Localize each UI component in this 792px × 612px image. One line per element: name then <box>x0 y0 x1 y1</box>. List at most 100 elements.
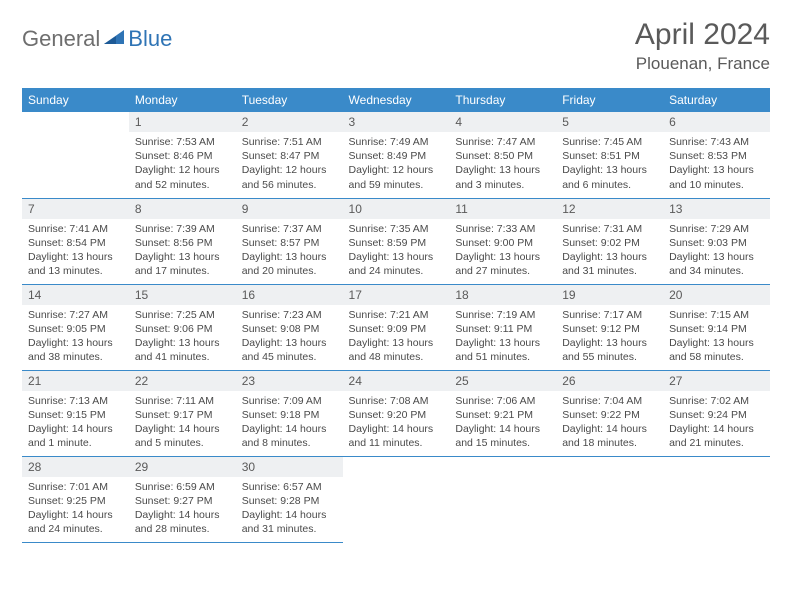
daylight-text: Daylight: 12 hours and 52 minutes. <box>135 163 230 191</box>
calendar-row: 28Sunrise: 7:01 AMSunset: 9:25 PMDayligh… <box>22 456 770 542</box>
sunset-text: Sunset: 9:06 PM <box>135 322 230 336</box>
sunrise-text: Sunrise: 7:15 AM <box>669 308 764 322</box>
day-number: 13 <box>663 199 770 219</box>
sunset-text: Sunset: 8:53 PM <box>669 149 764 163</box>
day-content: Sunrise: 7:06 AMSunset: 9:21 PMDaylight:… <box>449 391 556 456</box>
day-content: Sunrise: 7:11 AMSunset: 9:17 PMDaylight:… <box>129 391 236 456</box>
day-number: 29 <box>129 457 236 477</box>
sunrise-text: Sunrise: 7:08 AM <box>349 394 444 408</box>
weekday-header: Monday <box>129 88 236 112</box>
sunrise-text: Sunrise: 7:35 AM <box>349 222 444 236</box>
sunrise-text: Sunrise: 7:43 AM <box>669 135 764 149</box>
sunrise-text: Sunrise: 7:01 AM <box>28 480 123 494</box>
day-content: Sunrise: 6:59 AMSunset: 9:27 PMDaylight:… <box>129 477 236 542</box>
daylight-text: Daylight: 14 hours and 21 minutes. <box>669 422 764 450</box>
calendar-cell: 20Sunrise: 7:15 AMSunset: 9:14 PMDayligh… <box>663 284 770 370</box>
daylight-text: Daylight: 13 hours and 6 minutes. <box>562 163 657 191</box>
calendar-cell: 19Sunrise: 7:17 AMSunset: 9:12 PMDayligh… <box>556 284 663 370</box>
calendar-cell: 26Sunrise: 7:04 AMSunset: 9:22 PMDayligh… <box>556 370 663 456</box>
calendar-cell: .. <box>343 456 450 542</box>
sunset-text: Sunset: 8:50 PM <box>455 149 550 163</box>
sunrise-text: Sunrise: 7:06 AM <box>455 394 550 408</box>
weekday-header: Tuesday <box>236 88 343 112</box>
daylight-text: Daylight: 14 hours and 24 minutes. <box>28 508 123 536</box>
day-content: Sunrise: 7:43 AMSunset: 8:53 PMDaylight:… <box>663 132 770 197</box>
day-content: Sunrise: 7:37 AMSunset: 8:57 PMDaylight:… <box>236 219 343 284</box>
sunset-text: Sunset: 9:22 PM <box>562 408 657 422</box>
day-content: Sunrise: 7:19 AMSunset: 9:11 PMDaylight:… <box>449 305 556 370</box>
daylight-text: Daylight: 13 hours and 55 minutes. <box>562 336 657 364</box>
daylight-text: Daylight: 13 hours and 27 minutes. <box>455 250 550 278</box>
day-content: Sunrise: 6:57 AMSunset: 9:28 PMDaylight:… <box>236 477 343 542</box>
day-number: 17 <box>343 285 450 305</box>
sunrise-text: Sunrise: 7:49 AM <box>349 135 444 149</box>
day-number: 27 <box>663 371 770 391</box>
day-number: 11 <box>449 199 556 219</box>
calendar-cell: 28Sunrise: 7:01 AMSunset: 9:25 PMDayligh… <box>22 456 129 542</box>
calendar-cell: 18Sunrise: 7:19 AMSunset: 9:11 PMDayligh… <box>449 284 556 370</box>
day-content: Sunrise: 7:45 AMSunset: 8:51 PMDaylight:… <box>556 132 663 197</box>
daylight-text: Daylight: 14 hours and 8 minutes. <box>242 422 337 450</box>
sunrise-text: Sunrise: 7:45 AM <box>562 135 657 149</box>
day-number: 16 <box>236 285 343 305</box>
brand-part1: General <box>22 26 100 52</box>
day-number: 5 <box>556 112 663 132</box>
calendar-row: ..1Sunrise: 7:53 AMSunset: 8:46 PMDaylig… <box>22 112 770 198</box>
weekday-header: Wednesday <box>343 88 450 112</box>
daylight-text: Daylight: 14 hours and 11 minutes. <box>349 422 444 450</box>
calendar-cell: 29Sunrise: 6:59 AMSunset: 9:27 PMDayligh… <box>129 456 236 542</box>
daylight-text: Daylight: 13 hours and 20 minutes. <box>242 250 337 278</box>
calendar-cell: 10Sunrise: 7:35 AMSunset: 8:59 PMDayligh… <box>343 198 450 284</box>
calendar-cell: 5Sunrise: 7:45 AMSunset: 8:51 PMDaylight… <box>556 112 663 198</box>
calendar-cell: 14 Sunrise: 7:27 AMSunset: 9:05 PMDayligh… <box>22 284 129 370</box>
daylight-text: Daylight: 13 hours and 3 minutes. <box>455 163 550 191</box>
weekday-header: Thursday <box>449 88 556 112</box>
daylight-text: Daylight: 13 hours and 58 minutes. <box>669 336 764 364</box>
calendar-cell: 24Sunrise: 7:08 AMSunset: 9:20 PMDayligh… <box>343 370 450 456</box>
day-content: Sunrise: 7:01 AMSunset: 9:25 PMDaylight:… <box>22 477 129 542</box>
calendar-cell: 8Sunrise: 7:39 AMSunset: 8:56 PMDaylight… <box>129 198 236 284</box>
daylight-text: Daylight: 13 hours and 24 minutes. <box>349 250 444 278</box>
day-number: 22 <box>129 371 236 391</box>
sunset-text: Sunset: 9:08 PM <box>242 322 337 336</box>
day-content: Sunrise: 7:09 AMSunset: 9:18 PMDaylight:… <box>236 391 343 456</box>
weekday-header: Friday <box>556 88 663 112</box>
sunset-text: Sunset: 9:15 PM <box>28 408 123 422</box>
calendar-cell: 4Sunrise: 7:47 AMSunset: 8:50 PMDaylight… <box>449 112 556 198</box>
day-number: 23 <box>236 371 343 391</box>
day-number: 25 <box>449 371 556 391</box>
day-content: Sunrise: 7:23 AMSunset: 9:08 PMDaylight:… <box>236 305 343 370</box>
calendar-cell: .. <box>556 456 663 542</box>
sunrise-text: Sunrise: 7:21 AM <box>349 308 444 322</box>
sunrise-text: Sunrise: 7:51 AM <box>242 135 337 149</box>
calendar-cell: .. <box>663 456 770 542</box>
weekday-header: Sunday <box>22 88 129 112</box>
day-number: 26 <box>556 371 663 391</box>
day-content: Sunrise: 7:15 AMSunset: 9:14 PMDaylight:… <box>663 305 770 370</box>
day-number: 24 <box>343 371 450 391</box>
day-number: 9 <box>236 199 343 219</box>
daylight-text: Daylight: 12 hours and 56 minutes. <box>242 163 337 191</box>
daylight-text: Daylight: 13 hours and 38 minutes. <box>28 336 123 364</box>
sunset-text: Sunset: 8:46 PM <box>135 149 230 163</box>
sunrise-text: Sunrise: 7:33 AM <box>455 222 550 236</box>
calendar-cell: 30Sunrise: 6:57 AMSunset: 9:28 PMDayligh… <box>236 456 343 542</box>
sunrise-text: Sunrise: 7:37 AM <box>242 222 337 236</box>
sunset-text: Sunset: 9:05 PM <box>28 322 123 336</box>
calendar-row: 14Sunrise: 7:27 AMSunset: 9:05 PMDayligh… <box>22 284 770 370</box>
header: General Blue April 2024 Plouenan, France <box>22 18 770 74</box>
calendar-cell: 11Sunrise: 7:33 AMSunset: 9:00 PMDayligh… <box>449 198 556 284</box>
sunset-text: Sunset: 9:27 PM <box>135 494 230 508</box>
daylight-text: Daylight: 13 hours and 13 minutes. <box>28 250 123 278</box>
day-number: 14 <box>22 285 129 305</box>
calendar-cell: 27Sunrise: 7:02 AMSunset: 9:24 PMDayligh… <box>663 370 770 456</box>
sunrise-text: Sunrise: 7:53 AM <box>135 135 230 149</box>
sunrise-text: Sunrise: 7:39 AM <box>135 222 230 236</box>
daylight-text: Daylight: 12 hours and 59 minutes. <box>349 163 444 191</box>
day-content: Sunrise: 7:53 AMSunset: 8:46 PMDaylight:… <box>129 132 236 197</box>
sunrise-text: Sunrise: 7:27 AM <box>28 308 123 322</box>
daylight-text: Daylight: 14 hours and 1 minute. <box>28 422 123 450</box>
sunset-text: Sunset: 9:17 PM <box>135 408 230 422</box>
sunrise-text: Sunrise: 7:09 AM <box>242 394 337 408</box>
day-content: Sunrise: 7:04 AMSunset: 9:22 PMDaylight:… <box>556 391 663 456</box>
